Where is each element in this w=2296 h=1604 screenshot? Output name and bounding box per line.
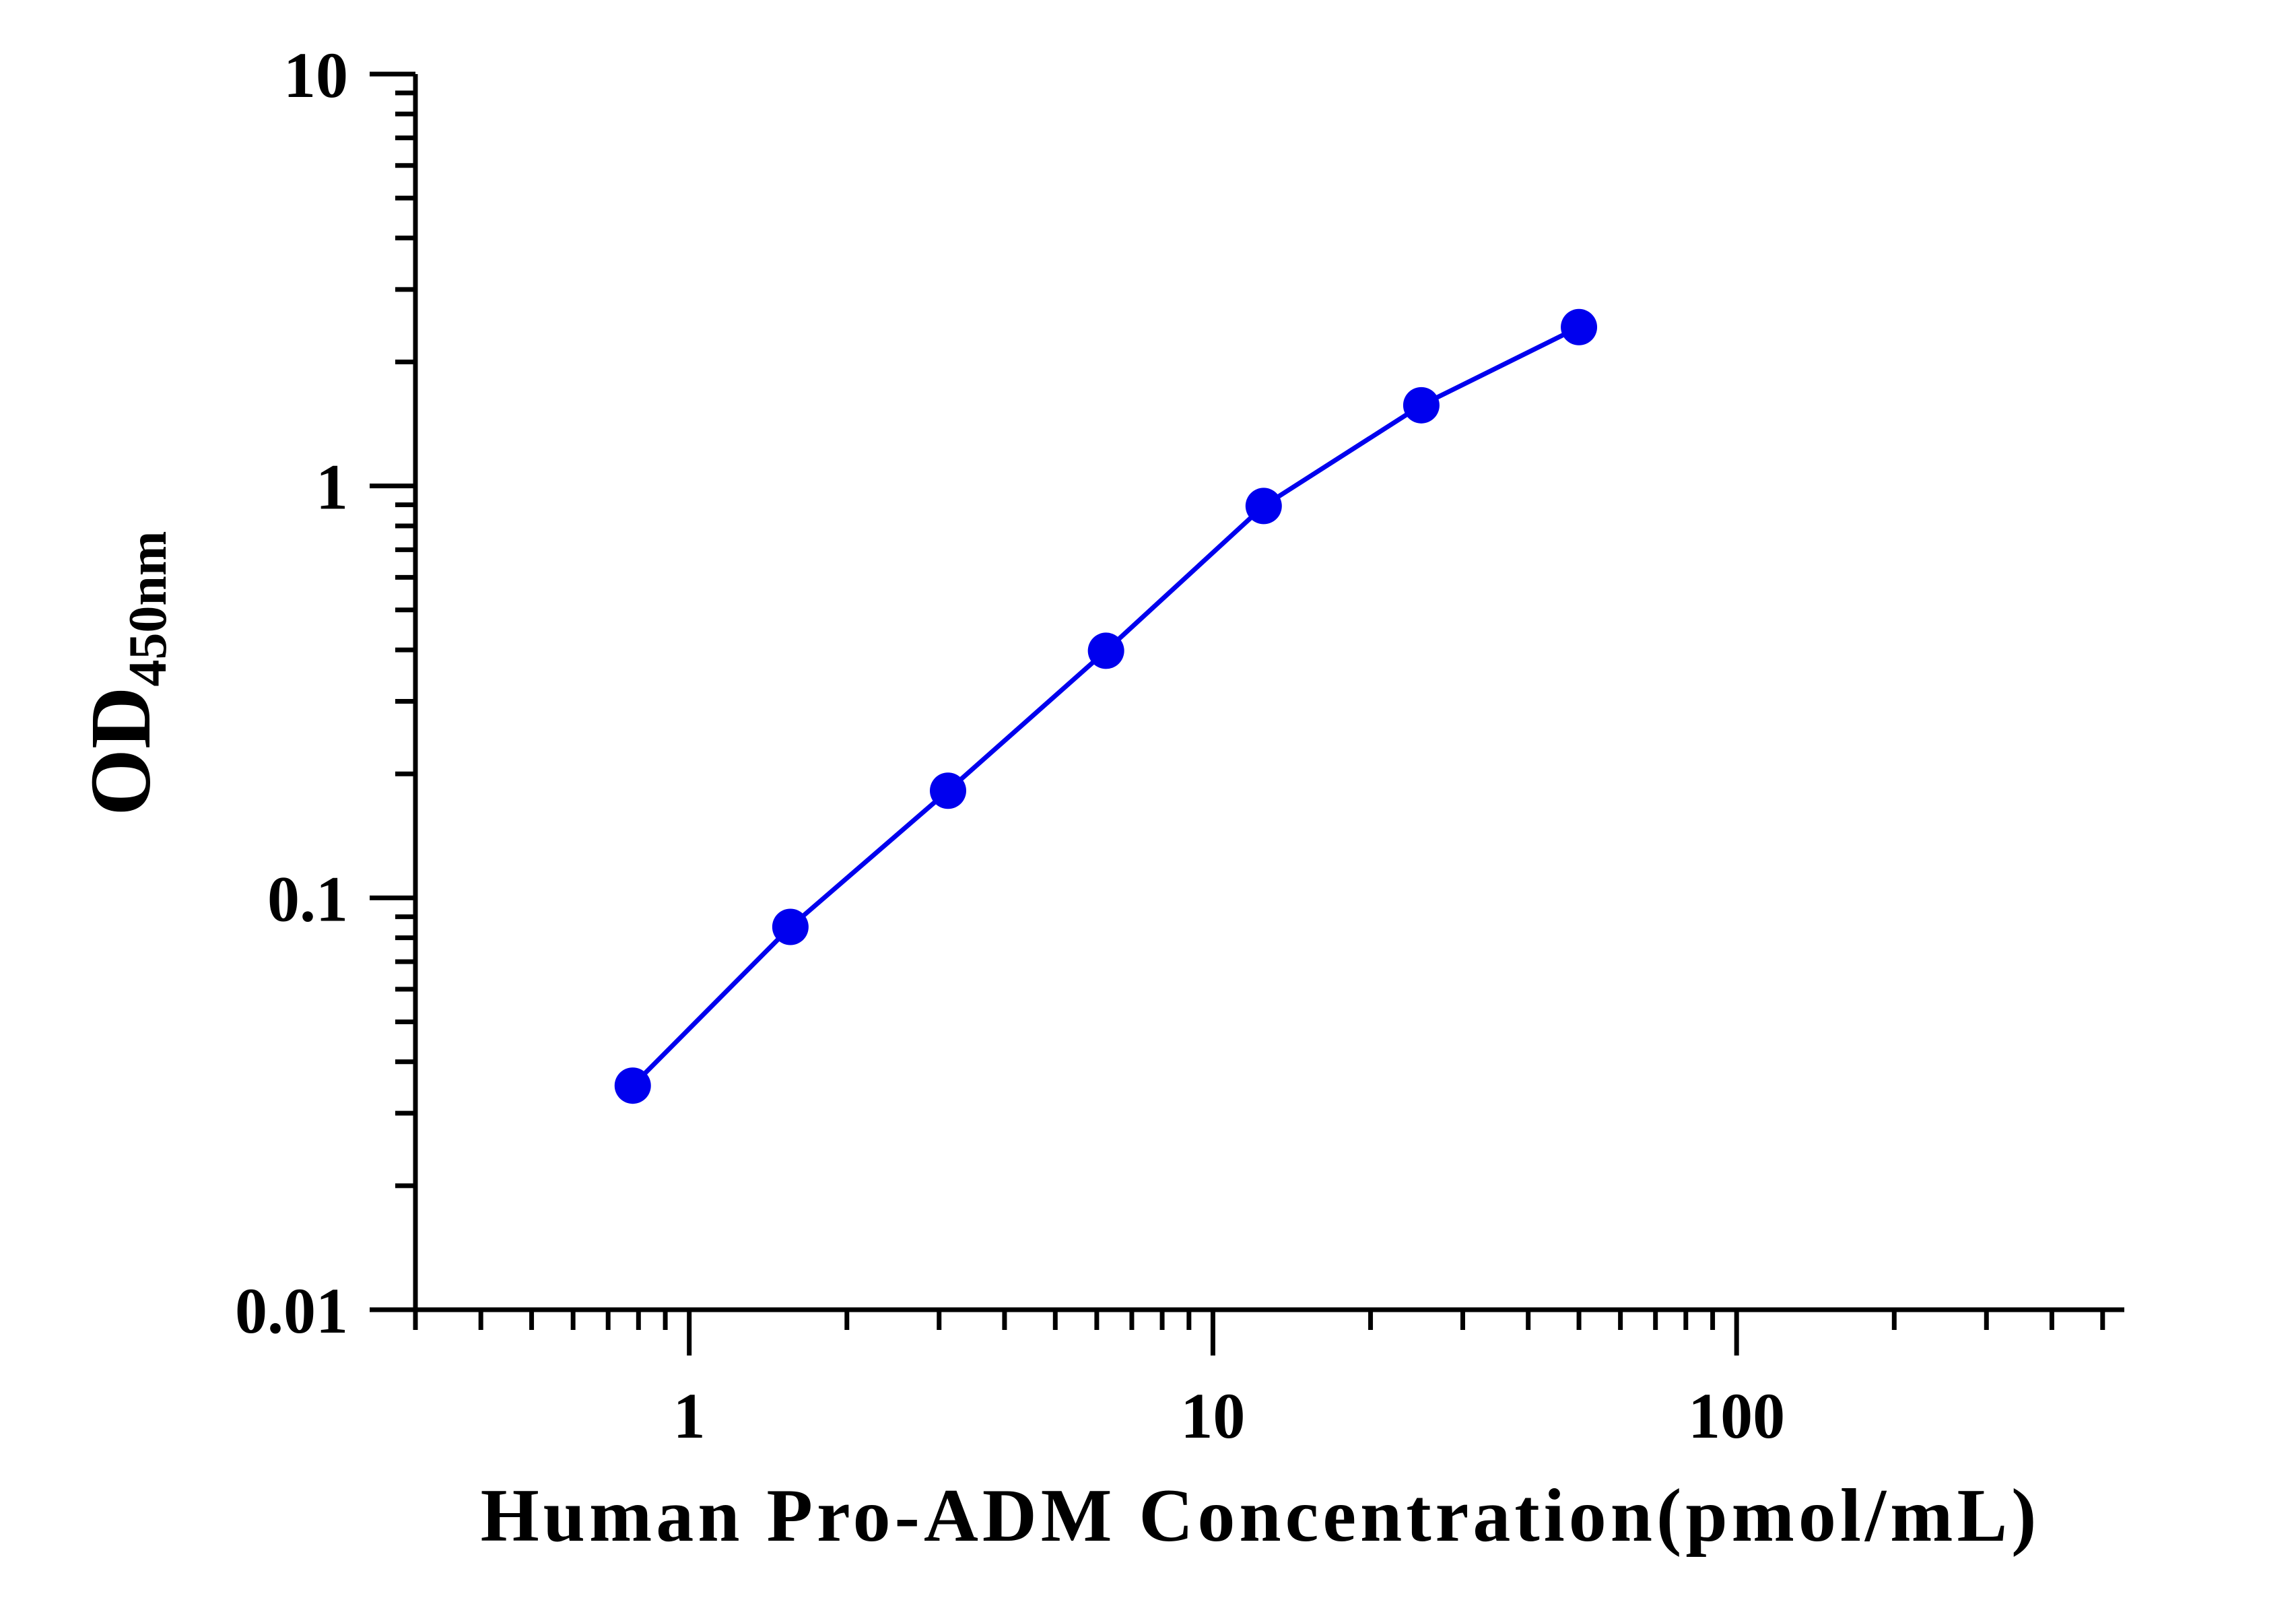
y-axis-tick-labels: 0.01 0.1 1 10 [235, 39, 348, 1347]
data-point [614, 1067, 651, 1104]
y-tick-label: 10 [283, 39, 348, 111]
series-layer [614, 308, 1598, 1104]
x-axis-major-ticks [687, 1310, 1739, 1356]
x-tick-label: 1 [673, 1380, 706, 1452]
y-axis-minor-ticks [395, 90, 415, 1189]
data-point [930, 772, 967, 809]
y-tick-label: 0.1 [267, 863, 348, 935]
data-point [1403, 387, 1440, 424]
y-tick-label: 0.01 [235, 1275, 348, 1347]
x-axis-tick-labels: 1 10 100 [673, 1380, 1786, 1452]
x-tick-label: 10 [1180, 1380, 1245, 1452]
data-point [1245, 488, 1282, 525]
data-point [1087, 632, 1124, 669]
series-line [631, 325, 1580, 1088]
x-tick-label: 100 [1688, 1380, 1785, 1452]
y-axis-title-subscript: 450nm [119, 531, 178, 686]
data-point [1561, 308, 1598, 345]
y-tick-label: 1 [316, 451, 348, 523]
data-point [772, 908, 809, 945]
y-axis-title: OD450nm [73, 531, 178, 815]
y-axis-major-ticks [370, 71, 415, 1312]
x-axis-minor-ticks [413, 1310, 2105, 1330]
x-axis-title: Human Pro-ADM Concentration(pmol/mL) [481, 1474, 2041, 1558]
y-axis-title-main: OD [73, 687, 168, 816]
